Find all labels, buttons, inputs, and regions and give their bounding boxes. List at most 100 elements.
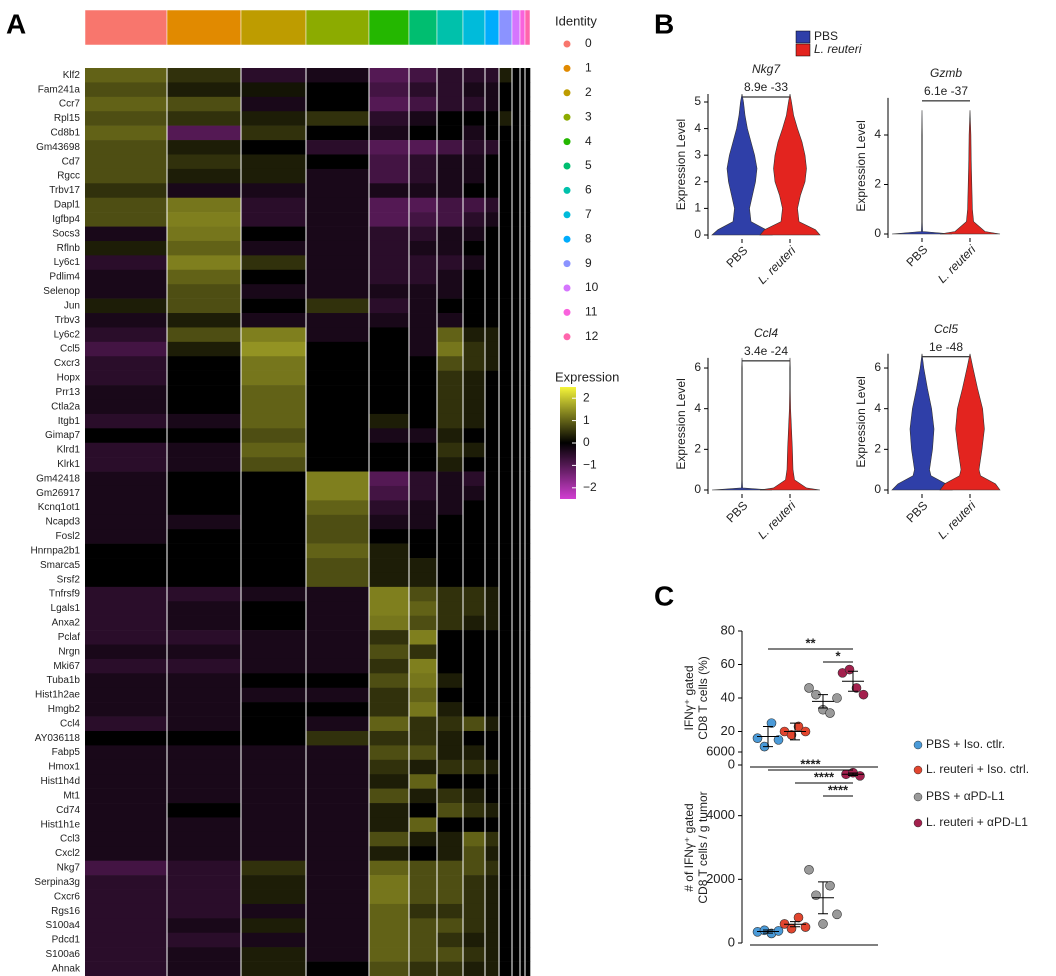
heatmap-cell (463, 500, 486, 516)
heatmap-cell (485, 730, 500, 746)
heatmap-cell (499, 918, 513, 934)
heatmap-cell (520, 485, 526, 501)
heatmap-cell (369, 341, 410, 357)
heatmap-cell (463, 399, 486, 415)
heatmap-cell (512, 485, 521, 501)
gene-label: Cd8b1 (51, 127, 81, 138)
heatmap-cell (485, 745, 500, 761)
heatmap-cell (520, 68, 526, 83)
identity-bar (305, 9, 370, 46)
heatmap-cell (409, 846, 438, 861)
heatmap-cell (520, 327, 526, 343)
heatmap-cell (499, 586, 513, 602)
heatmap-cell (167, 759, 242, 775)
heatmap-cell (369, 687, 410, 703)
legend-dot (563, 40, 571, 48)
heatmap-cell (485, 918, 500, 934)
heatmap-cell (520, 154, 526, 170)
heatmap-cell (520, 586, 526, 602)
heatmap-cell (369, 327, 410, 343)
heatmap-cell (437, 255, 464, 271)
heatmap-cell (525, 730, 531, 746)
heatmap-cell (241, 154, 307, 170)
heatmap-cell (463, 68, 486, 83)
y-tick-label: 0 (728, 934, 735, 949)
heatmap-cell (306, 370, 370, 386)
heatmap-cell (520, 298, 526, 314)
heatmap-cell (409, 413, 438, 429)
heatmap-cell (85, 154, 168, 170)
heatmap-cell (463, 457, 486, 472)
error-bar (818, 694, 828, 709)
heatmap-cell (306, 730, 370, 746)
heatmap-cell (499, 356, 513, 371)
heatmap-cell (85, 918, 168, 934)
heatmap-cell (409, 500, 438, 516)
p-value: 6.1e -37 (924, 84, 968, 98)
heatmap-cell (512, 500, 521, 516)
error-bar (763, 725, 773, 748)
heatmap-cell (409, 961, 438, 976)
violin (939, 110, 1001, 235)
heatmap-cell (409, 745, 438, 761)
heatmap-cell (463, 788, 486, 804)
gene-label: Igfbp4 (52, 214, 80, 225)
heatmap-cell (499, 68, 513, 83)
heatmap-cell (241, 485, 307, 501)
gene-label: Hist1h4d (41, 776, 80, 787)
heatmap-cell (512, 889, 521, 905)
heatmap-cell (485, 428, 500, 444)
legend-label: 0 (585, 36, 592, 50)
heatmap-cell (306, 341, 370, 357)
heatmap-cell (485, 860, 500, 876)
heatmap-cell (525, 125, 531, 141)
heatmap-cell (525, 356, 531, 371)
heatmap-cell (85, 745, 168, 761)
gene-label: Gm43698 (36, 142, 80, 153)
heatmap-cell (485, 846, 500, 861)
heatmap-cell (85, 471, 168, 487)
heatmap-cell (369, 96, 410, 112)
heatmap-cell (241, 140, 307, 155)
heatmap-cell (409, 82, 438, 98)
gene-label: Gm42418 (36, 473, 80, 484)
heatmap-cell (499, 817, 513, 833)
heatmap-cell (437, 154, 464, 170)
heatmap-cell (512, 226, 521, 242)
heatmap-cell (499, 284, 513, 299)
gene-label: S100a4 (46, 920, 81, 931)
heatmap-cell (463, 644, 486, 660)
heatmap-cell (485, 96, 500, 112)
y-tick-label: 2 (874, 177, 881, 191)
heatmap-cell (512, 370, 521, 386)
heatmap-cell (520, 644, 526, 660)
heatmap-cell (369, 514, 410, 530)
heatmap-cell (85, 543, 168, 559)
heatmap-cell (520, 413, 526, 429)
heatmap-cell (306, 154, 370, 170)
identity-bar (462, 9, 486, 46)
heatmap-cell (499, 630, 513, 645)
error-bar (818, 881, 828, 915)
heatmap-cell (463, 730, 486, 746)
heatmap-cell (306, 846, 370, 861)
heatmap-cell (512, 803, 521, 818)
heatmap-cell (499, 197, 513, 213)
heatmap-cell (85, 788, 168, 804)
data-point (825, 708, 835, 718)
x-tick-label: L. reuteri (935, 242, 979, 286)
heatmap-cell (306, 298, 370, 314)
heatmap-cell (167, 918, 242, 934)
heatmap-cell (525, 745, 531, 761)
heatmap-cell (463, 255, 486, 271)
heatmap-cell (85, 889, 168, 905)
heatmap-cell (485, 298, 500, 314)
heatmap-cell (85, 601, 168, 616)
x-tick-label: L. reuteri (935, 498, 979, 542)
plot-title: Gzmb (930, 66, 962, 80)
heatmap-cell (437, 111, 464, 126)
heatmap-cell (241, 630, 307, 645)
heatmap-cell (409, 860, 438, 876)
heatmap-cell (241, 82, 307, 98)
heatmap-cell (520, 788, 526, 804)
